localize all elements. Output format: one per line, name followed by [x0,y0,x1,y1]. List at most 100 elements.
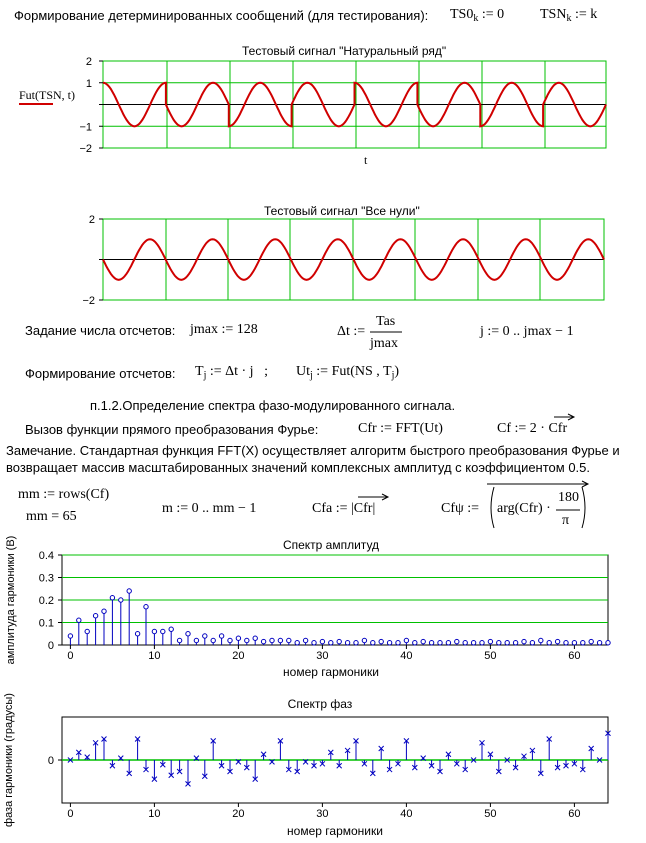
chart4-point [537,770,544,777]
chart4-xtick-label: 40 [400,808,412,820]
chart3-point [202,633,208,639]
chart1-ylabel: Fut(TSN, t) [19,88,76,102]
chart3-ytick-label: 0.3 [39,573,54,585]
chart3-point [370,640,376,646]
chart4-point [92,739,99,746]
chart3-point [353,640,359,646]
chart4-point [185,781,191,787]
chart3-xtick-label: 30 [316,650,328,662]
chart4-point [201,773,208,780]
chart3-point [437,640,443,646]
formula-dt-lhs: Δt := [337,324,366,339]
chart4-point [109,762,116,769]
chart3-point [563,640,569,646]
chart3-point [319,638,326,645]
chart3-point [386,640,393,646]
chart3-point [454,638,460,645]
chart4-point [445,751,452,758]
chart3-point [428,640,435,646]
chart4-point [395,760,401,767]
chart3-point [521,638,527,645]
chart4-point [227,768,233,775]
chart4-point [579,766,586,773]
chart4-point [319,760,326,767]
chart1-ytick-label: −2 [79,143,92,155]
chart3-point [218,633,225,639]
chart4-point [353,738,359,744]
formula-mm-def: mm := rows(Cf) [18,487,110,502]
chart1-ytick-label: −1 [79,121,92,133]
chart3-point [462,640,468,646]
formula-m-range: m := 0 .. mm − 1 [162,501,257,516]
chart3-point [378,638,384,645]
chart3-xtick-label: 60 [568,650,580,662]
chart3-ytick-label: 0.4 [39,550,54,562]
chart2-ytick-label: −2 [82,295,95,307]
chart3-ylabel: амплитуда гармоники (В) [5,536,17,665]
chart4-point [386,766,393,773]
chart4-xtick-label: 30 [316,808,328,820]
chart4-point [168,772,175,779]
chart4-point [470,757,477,763]
chart3-point [479,640,485,646]
chart4-point [462,766,469,773]
chart3-point [118,597,124,603]
chart3-point [588,638,594,645]
chart3-point [176,637,183,644]
chart3-point [109,595,116,601]
chart3-xtick-label: 20 [232,650,244,662]
formula-cfpsi-num: 180 [558,490,579,505]
formula-dt-den: jmax [370,336,398,351]
chart4-point [504,757,511,763]
chart3-point [210,637,216,644]
chart4-point [67,757,74,763]
formula-cfa: Cfa := |Cfr| [312,501,376,516]
cfpsi-vector-arrow-head [581,480,590,488]
chart4-xtick-label: 50 [484,808,496,820]
chart4-point [479,739,485,746]
chart3-xtick-label: 0 [67,650,73,662]
chart3-point [227,637,233,644]
chart3-xtick-label: 40 [400,650,412,662]
chart4-xtick-label: 20 [232,808,244,820]
samples-label: Задание числа отсчетов: [25,323,176,338]
chart4-point [294,768,301,775]
chart4-point [126,770,133,777]
chart3-point [487,638,494,645]
chart4-point [563,762,569,769]
chart3-point [529,640,536,646]
chart4-point [437,768,443,775]
chart3-point [420,638,426,645]
chart4-point [151,776,158,782]
chart4-xtick-label: 60 [568,808,580,820]
chart3-ytick-label: 0.2 [39,595,54,607]
chart3-point [571,640,578,646]
chart1-ytick-label: 1 [86,78,92,90]
chart3-point [67,633,74,639]
formula-jmax: jmax := 128 [190,322,258,337]
chart3-title: Спектр амплитуд [283,538,379,552]
fft-label: Вызов функции прямого преобразования Фур… [25,422,319,437]
formula-mm-val: mm = 65 [26,509,77,524]
formula-cfr: Cfr := FFT(Ut) [358,421,443,436]
formula-cfpsi-lhs: Cfψ := [441,501,480,516]
chart2-ytick-label: 2 [89,214,95,226]
chart4-point [285,766,292,773]
chart3-point [277,637,284,644]
chart4-point [117,755,124,761]
chart4-point [134,736,141,742]
chart3-point [328,640,334,646]
formula-tsn: TSNk := k [540,7,598,24]
chart4-point [176,768,183,775]
chart4-point [344,747,351,754]
cf-vector-arrow-head [567,413,576,421]
chart4-point [75,749,82,756]
chart4-point [605,730,611,737]
chart3-point [76,617,82,623]
chart4-point [84,754,91,760]
note-line-2: возвращает массив масштабированных значе… [6,460,591,475]
chart2-series-line [102,238,605,281]
cfpsi-paren-left [490,486,495,529]
chart4-title: Спектр фаз [288,697,353,711]
chart3-xtick-label: 50 [484,650,496,662]
